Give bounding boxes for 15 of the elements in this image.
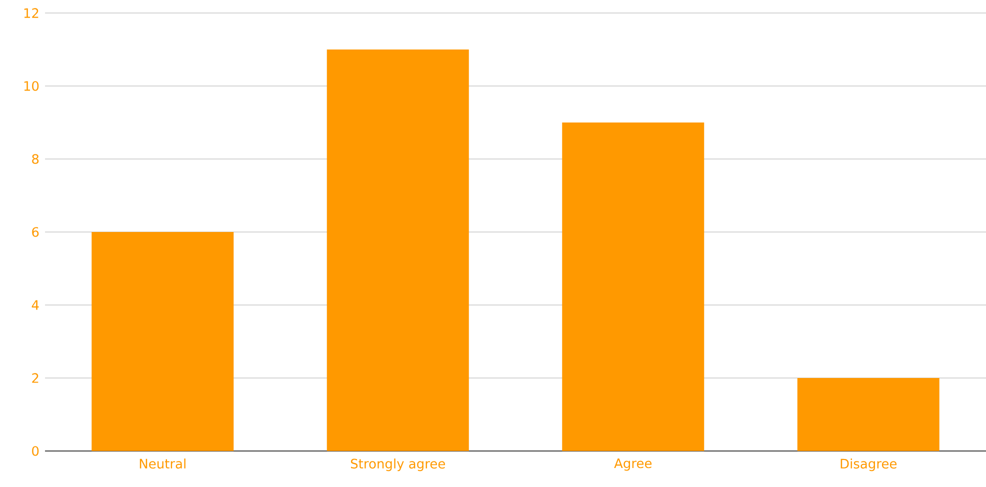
x-tick-label: Neutral xyxy=(140,458,186,469)
x-tick-label: Strongly agree xyxy=(350,458,445,472)
y-tick-label: 6 xyxy=(32,227,39,237)
bar xyxy=(92,232,234,451)
bar xyxy=(326,49,469,451)
y-tick-label: 2 xyxy=(32,373,38,383)
y-tick-label: 10 xyxy=(24,81,39,91)
x-tick-label: Agree xyxy=(614,458,652,471)
y-tick-label: 8 xyxy=(32,154,39,164)
bar xyxy=(562,122,704,451)
y-tick-label: 4 xyxy=(32,300,39,310)
bar xyxy=(797,378,940,451)
x-tick-label: Disagree xyxy=(840,458,897,472)
y-tick-label: 0 xyxy=(32,446,39,456)
y-tick-label: 12 xyxy=(24,8,38,18)
